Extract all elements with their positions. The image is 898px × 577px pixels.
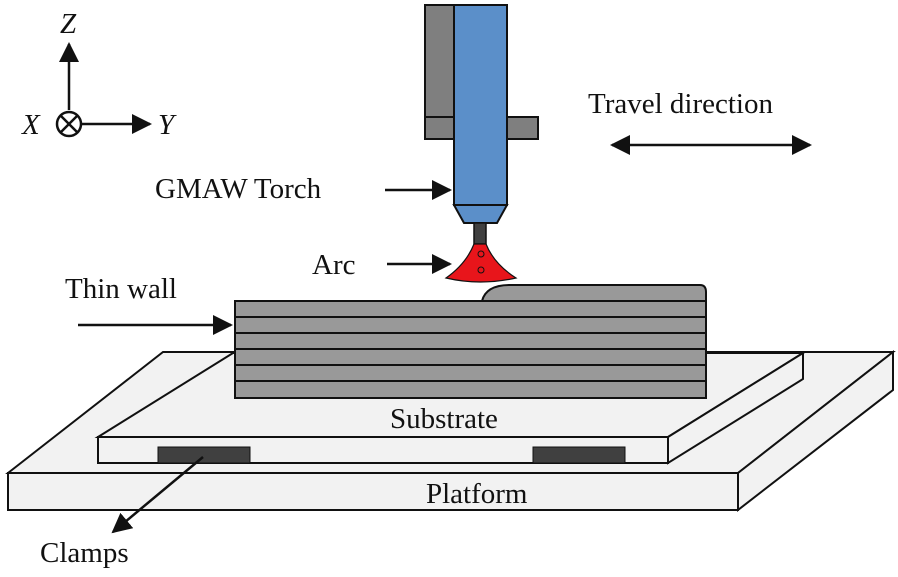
x-axis-label: X xyxy=(21,109,41,141)
clamps-label: Clamps xyxy=(40,537,129,569)
gmaw-torch xyxy=(424,4,539,245)
coordinate-system: Z X Y xyxy=(21,8,177,141)
torch-body xyxy=(453,4,508,206)
substrate-label: Substrate xyxy=(390,403,498,435)
z-axis-label: Z xyxy=(60,8,77,40)
travel-direction-label: Travel direction xyxy=(588,88,773,120)
x-axis-into-page-icon xyxy=(55,110,83,138)
arc-label: Arc xyxy=(312,249,355,281)
arc xyxy=(444,243,518,283)
clamp-right xyxy=(532,446,626,464)
torch-label: GMAW Torch xyxy=(155,173,322,205)
platform-label: Platform xyxy=(426,478,528,510)
arc-droplet xyxy=(477,266,485,274)
arc-plasma xyxy=(444,243,518,283)
clamps-pointer-arrow xyxy=(111,456,204,534)
thin-wall xyxy=(234,284,707,399)
y-axis-label: Y xyxy=(158,109,177,141)
arc-droplet xyxy=(477,250,485,258)
contact-tip xyxy=(473,222,487,245)
thin-wall-top-partial-layer xyxy=(480,284,707,302)
travel-direction-indicator: Travel direction xyxy=(588,88,812,155)
clamp-left xyxy=(157,446,251,464)
platform-front-face xyxy=(7,472,739,511)
thin-wall-label: Thin wall xyxy=(65,273,177,305)
torch-nozzle xyxy=(452,204,509,224)
